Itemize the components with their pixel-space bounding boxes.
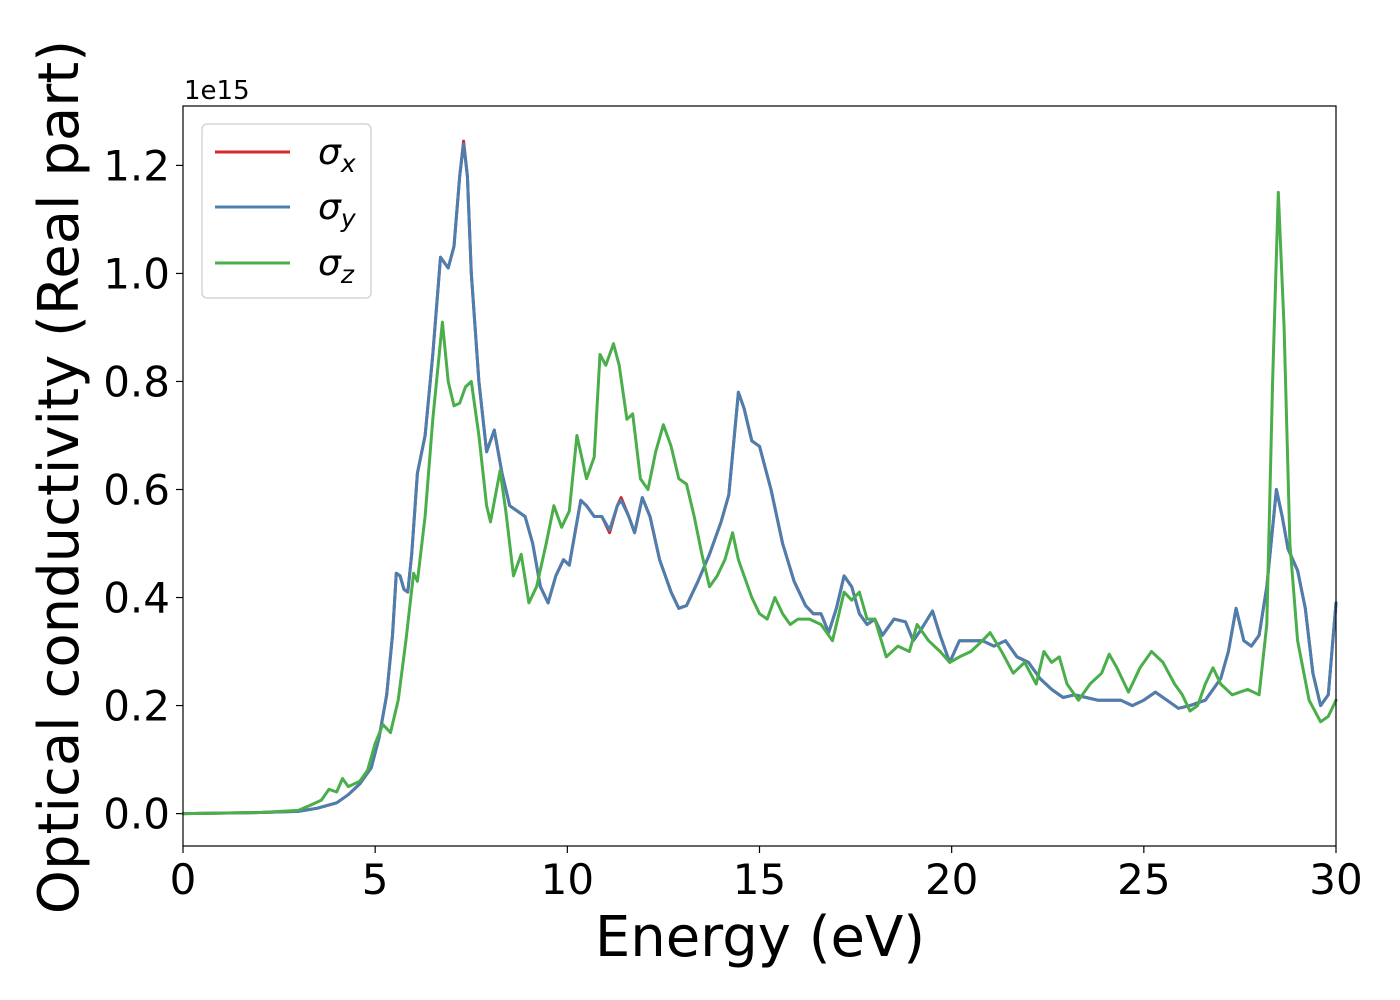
legend-box: [201, 123, 372, 299]
x-axis-ticks: 0 5 10 15 20 25 30: [170, 846, 1363, 904]
legend-subscript: y: [340, 204, 357, 233]
legend-symbol: σ: [318, 132, 342, 173]
legend-label-sigma-z: σz: [318, 243, 355, 289]
x-tick-label: 10: [541, 855, 594, 904]
series-lines: [181, 139, 1338, 816]
series-line-sigma-y: [181, 142, 1338, 816]
legend-symbol: σ: [318, 243, 342, 284]
legend-subscript: z: [340, 260, 355, 289]
y-tick-label: 0.0: [103, 790, 170, 839]
x-tick-label: 30: [1309, 855, 1362, 904]
y-axis-title: Optical conductivity (Real part): [27, 40, 92, 914]
x-tick-label: 20: [925, 855, 978, 904]
legend-label-sigma-y: σy: [318, 187, 357, 233]
x-axis-title: Energy (eV): [595, 905, 925, 970]
legend: σx σy σz: [201, 123, 372, 299]
y-tick-label: 1.0: [103, 249, 170, 298]
plot-area-frame: [182, 105, 1337, 847]
legend-symbol: σ: [318, 187, 342, 228]
y-tick-label: 0.6: [103, 466, 170, 515]
x-tick-label: 15: [733, 855, 786, 904]
x-tick-label: 5: [362, 855, 389, 904]
y-tick-label: 0.4: [103, 574, 170, 623]
y-tick-label: 0.2: [103, 682, 170, 731]
legend-label-sigma-x: σx: [318, 132, 356, 178]
y-axis-ticks: 0.0 0.2 0.4 0.6 0.8 1.0 1.2: [103, 141, 183, 839]
legend-subscript: x: [340, 149, 356, 178]
y-tick-label: 1.2: [103, 141, 170, 190]
y-tick-label: 0.8: [103, 357, 170, 406]
y-offset-label: 1e15: [184, 76, 250, 106]
series-line-sigma-z: [181, 190, 1338, 816]
x-tick-label: 25: [1117, 855, 1170, 904]
x-tick-label: 0: [170, 855, 197, 904]
